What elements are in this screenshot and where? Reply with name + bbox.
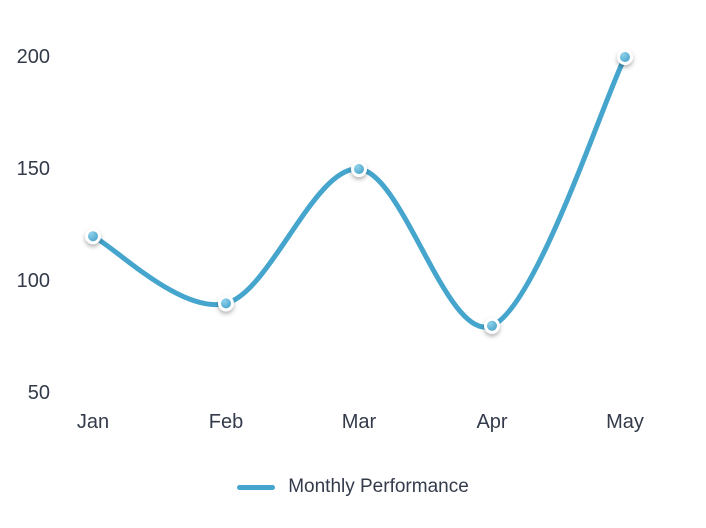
- x-tick-label-jan: Jan: [76, 411, 110, 433]
- legend-item-monthly-performance[interactable]: Monthly Performance: [237, 476, 469, 498]
- x-tick-label-may: May: [606, 411, 644, 433]
- y-tick-label: 100: [16, 270, 50, 292]
- x-tick-label-feb: Feb: [208, 411, 244, 433]
- series-markers: [85, 49, 633, 334]
- data-point-may: [617, 49, 633, 65]
- data-point-jan: [85, 228, 101, 245]
- data-point-feb: [218, 295, 234, 312]
- series-line: [90, 54, 628, 330]
- x-tick-label-mar: Mar: [341, 411, 377, 433]
- legend: Monthly Performance: [0, 476, 706, 498]
- y-tick-label: 150: [16, 158, 50, 180]
- legend-label: Monthly Performance: [288, 476, 469, 497]
- y-tick-label: 50: [27, 382, 50, 404]
- legend-line-swatch: [237, 484, 276, 490]
- data-point-apr: [484, 317, 500, 334]
- x-tick-label-apr: Apr: [476, 411, 508, 433]
- y-tick-label: 200: [16, 46, 50, 68]
- data-point-mar: [351, 161, 367, 177]
